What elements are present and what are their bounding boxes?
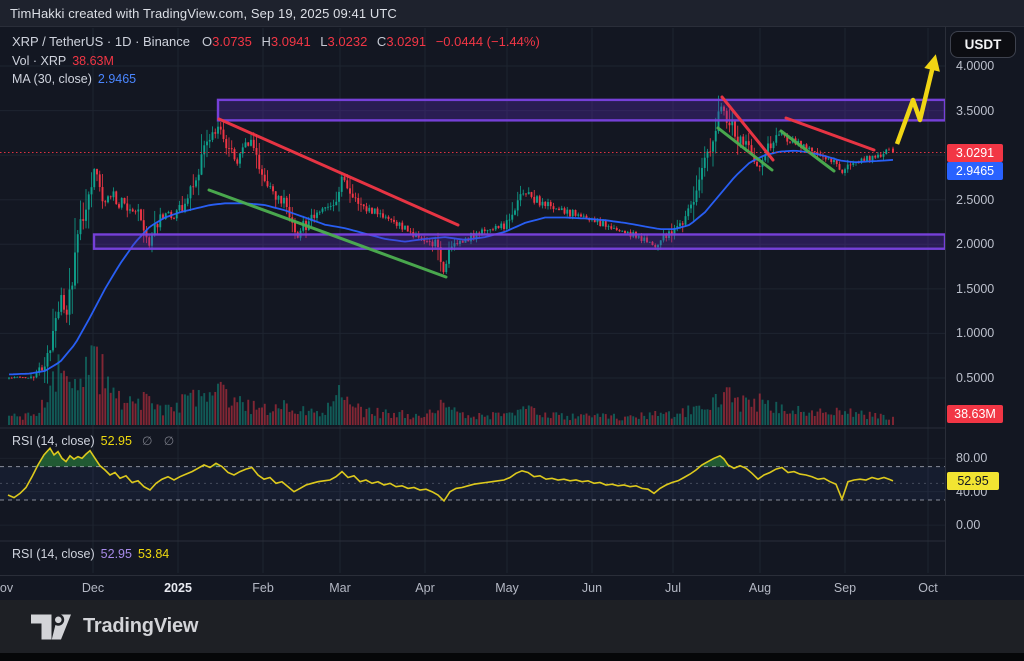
tradingview-logo-text: TradingView — [83, 615, 199, 637]
time-axis-label-dec: Dec — [81, 581, 105, 595]
attribution-bar: TimHakki created with TradingView.com, S… — [0, 0, 1024, 27]
price-tick-label: 2.5000 — [956, 193, 995, 207]
time-axis-label-mar: Mar — [329, 581, 351, 595]
ma-price-axis-label: 2.9465 — [947, 162, 1003, 180]
time-axis-label-may: May — [495, 581, 519, 595]
rsi-hidden-plots-icon: ∅ ∅ — [141, 434, 179, 448]
rsi2-value-2: 53.84 — [137, 547, 170, 561]
price-tick-label: 3.5000 — [956, 104, 995, 118]
price-axis[interactable]: USDT 3.0291 2.9465 38.63M 52.95 4.0000 3.… — [945, 27, 1024, 575]
time-axis-label-jun: Jun — [581, 581, 603, 595]
time-axis-label-nov: Nov — [0, 581, 14, 595]
time-axis-label-apr: Apr — [415, 581, 435, 595]
rsi2-value-1: 52.95 — [100, 547, 132, 561]
time-axis-label-aug: Aug — [748, 581, 772, 595]
price-tick-label: 1.5000 — [956, 282, 995, 296]
price-chart-canvas[interactable] — [0, 0, 945, 575]
ohlc-values: O3.0735 H3.0941 L3.0232 C3.0291 −0.0444 … — [202, 34, 540, 49]
time-axis-label-feb: Feb — [252, 581, 274, 595]
ma-legend-row[interactable]: MA (30, close) 2.9465 — [12, 72, 136, 86]
volume-label: Vol · XRP — [12, 54, 67, 68]
volume-value: 38.63M — [72, 54, 114, 68]
ma-value: 2.9465 — [97, 72, 137, 86]
currency-toggle-button[interactable]: USDT — [950, 31, 1016, 58]
rsi-tick-label: 0.00 — [956, 518, 981, 532]
footer-brand-bar: TradingView — [0, 600, 1024, 653]
time-axis-label-2025: 2025 — [164, 581, 192, 595]
price-tick-label: 1.0000 — [956, 326, 995, 340]
ma-label: MA (30, close) — [12, 72, 92, 86]
volume-legend-row[interactable]: Vol · XRP 38.63M — [12, 54, 114, 68]
time-axis[interactable]: Nov Dec 2025 Feb Mar Apr May Jun Jul Aug Sep Oct — [0, 575, 1024, 600]
tradingview-logo: TradingView — [30, 613, 198, 641]
time-axis-label-sep: Sep — [833, 581, 857, 595]
symbol-legend-row[interactable]: XRP / TetherUS · 1D · Binance O3.0735 H3… — [12, 34, 540, 49]
change-value: −0.0444 (−1.44%) — [435, 34, 540, 49]
rsi-value-axis-label: 52.95 — [947, 472, 999, 490]
rsi-legend-row[interactable]: RSI (14, close) 52.95 ∅ ∅ — [12, 434, 178, 448]
rsi-tick-label: 80.00 — [956, 451, 988, 465]
volume-axis-label: 38.63M — [947, 405, 1003, 423]
last-price-axis-label: 3.0291 — [947, 144, 1003, 162]
rsi2-label: RSI (14, close) — [12, 547, 95, 561]
price-tick-label: 2.0000 — [956, 237, 995, 251]
rsi-label: RSI (14, close) — [12, 434, 95, 448]
time-axis-label-jul: Jul — [665, 581, 681, 595]
symbol-title: XRP / TetherUS · 1D · Binance — [12, 34, 190, 49]
time-axis-label-oct: Oct — [918, 581, 938, 595]
rsi-collapsed-legend-row[interactable]: RSI (14, close) 52.95 53.84 — [12, 547, 169, 561]
attribution-text: TimHakki created with TradingView.com, S… — [10, 5, 397, 21]
tradingview-logo-icon — [31, 613, 71, 639]
bottom-black-bar — [0, 653, 1024, 661]
rsi-value: 52.95 — [100, 434, 132, 448]
price-tick-label: 0.5000 — [956, 371, 995, 385]
price-tick-label: 4.0000 — [956, 59, 995, 73]
